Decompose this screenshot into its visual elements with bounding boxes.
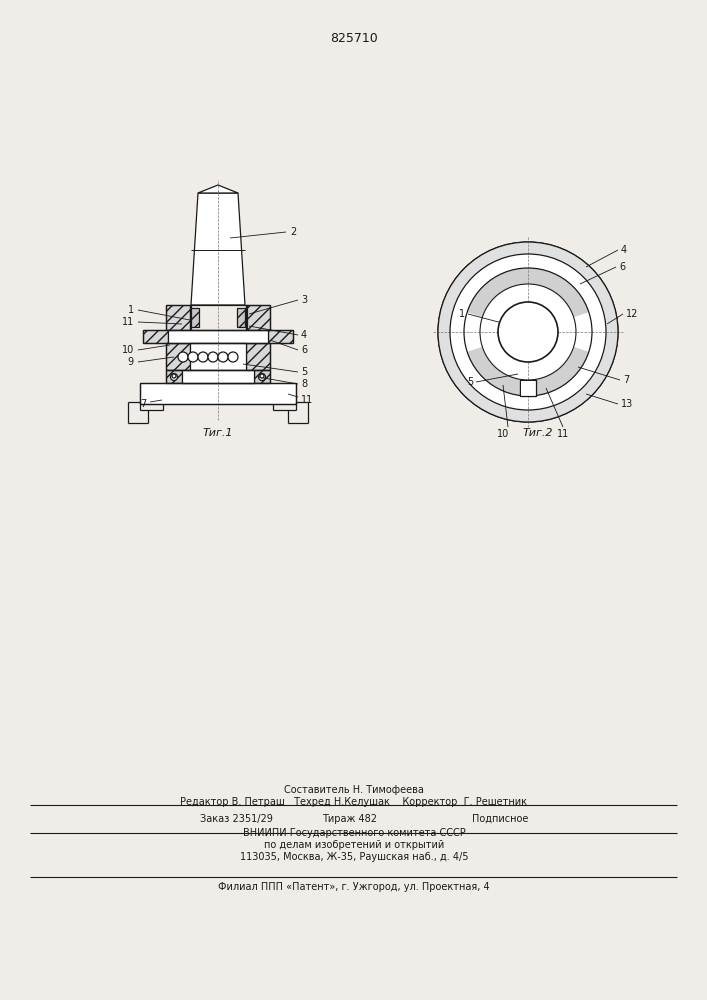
Text: Τиг.1: Τиг.1: [203, 428, 233, 438]
Text: 6: 6: [619, 262, 625, 272]
Circle shape: [178, 352, 188, 362]
Circle shape: [188, 352, 198, 362]
Polygon shape: [198, 185, 238, 193]
Text: 2: 2: [290, 227, 296, 237]
Circle shape: [172, 374, 176, 378]
Polygon shape: [254, 370, 270, 383]
Circle shape: [260, 374, 264, 378]
Circle shape: [170, 373, 177, 380]
Text: 11: 11: [122, 317, 134, 327]
Text: 5: 5: [301, 367, 308, 377]
Circle shape: [498, 302, 558, 362]
Polygon shape: [464, 268, 592, 396]
Polygon shape: [143, 330, 168, 343]
Bar: [189, 305, 190, 330]
Polygon shape: [467, 347, 589, 396]
Polygon shape: [191, 193, 245, 305]
Polygon shape: [166, 343, 190, 370]
Bar: [182, 370, 254, 383]
Text: 113035, Москва, Ж-35, Раушская наб., д. 4/5: 113035, Москва, Ж-35, Раушская наб., д. …: [240, 852, 468, 862]
Text: 1: 1: [128, 305, 134, 315]
Text: 12: 12: [626, 309, 638, 319]
Text: ВНИИПИ Государственного комитета СССР: ВНИИПИ Государственного комитета СССР: [243, 828, 465, 838]
Text: Филиал ППП «Патент», г. Ужгород, ул. Проектная, 4: Филиал ППП «Патент», г. Ужгород, ул. Про…: [218, 882, 490, 892]
Text: 11: 11: [301, 395, 313, 405]
Text: 1: 1: [459, 309, 465, 319]
Polygon shape: [246, 305, 270, 330]
Text: по делам изобретений и открытий: по делам изобретений и открытий: [264, 840, 444, 850]
Text: Τиг.2: Τиг.2: [522, 428, 554, 438]
Polygon shape: [237, 308, 245, 327]
Text: Редактор В. Петраш   Техред Н.Келушак    Корректор  Г. Решетник: Редактор В. Петраш Техред Н.Келушак Корр…: [180, 797, 527, 807]
Polygon shape: [191, 308, 199, 327]
Bar: [520, 380, 536, 396]
Text: 11: 11: [557, 429, 569, 439]
Text: 7: 7: [623, 375, 629, 385]
Polygon shape: [438, 242, 618, 422]
Text: Заказ 2351/29: Заказ 2351/29: [200, 814, 273, 824]
Circle shape: [259, 373, 266, 380]
Text: 5: 5: [467, 377, 473, 387]
Text: 10: 10: [122, 345, 134, 355]
Text: 9: 9: [128, 357, 134, 367]
Bar: [140, 383, 296, 404]
Polygon shape: [166, 370, 182, 383]
Polygon shape: [166, 305, 190, 330]
Text: 3: 3: [301, 295, 307, 305]
Text: 6: 6: [301, 345, 307, 355]
Text: Составитель Н. Тимофеева: Составитель Н. Тимофеева: [284, 785, 424, 795]
Text: 7: 7: [140, 399, 146, 409]
Text: 8: 8: [301, 379, 307, 389]
Polygon shape: [268, 330, 293, 343]
Circle shape: [208, 352, 218, 362]
Bar: [190, 343, 246, 370]
Bar: [521, 381, 535, 395]
Circle shape: [228, 352, 238, 362]
Polygon shape: [246, 343, 270, 370]
Polygon shape: [467, 268, 589, 317]
Text: 4: 4: [301, 330, 307, 340]
Text: 13: 13: [621, 399, 633, 409]
Text: Подписное: Подписное: [472, 814, 528, 824]
Text: 4: 4: [621, 245, 627, 255]
Text: 825710: 825710: [330, 31, 378, 44]
Circle shape: [198, 352, 208, 362]
Circle shape: [438, 242, 618, 422]
Text: 10: 10: [497, 429, 509, 439]
Bar: [168, 330, 268, 343]
Circle shape: [218, 352, 228, 362]
Text: Тираж 482: Тираж 482: [322, 814, 378, 824]
